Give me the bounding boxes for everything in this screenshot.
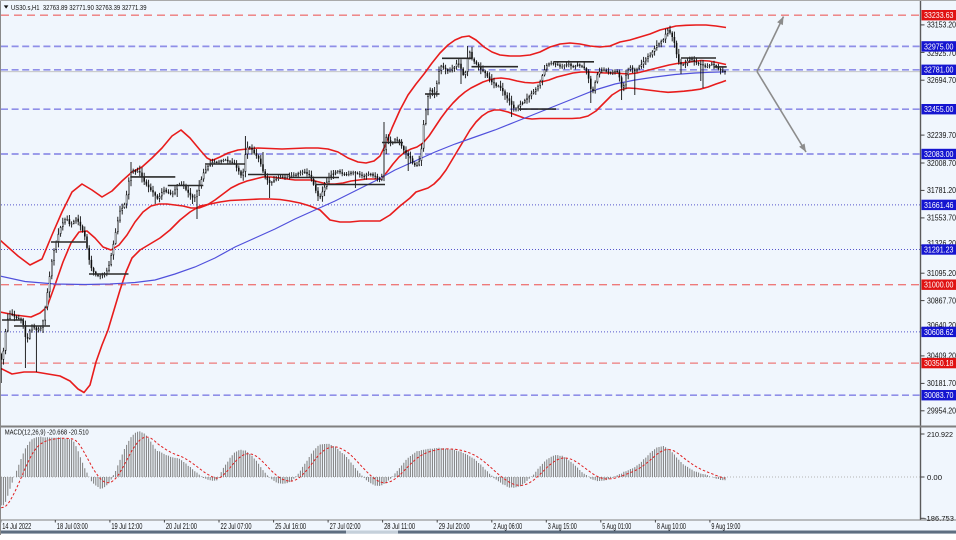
svg-text:32008.70: 32008.70 [927, 159, 956, 168]
svg-text:18 Jul 03:00: 18 Jul 03:00 [57, 522, 88, 531]
svg-text:30181.70: 30181.70 [927, 379, 956, 388]
svg-text:29 Jul 20:00: 29 Jul 20:00 [439, 522, 470, 531]
svg-text:31095.20: 31095.20 [927, 269, 956, 278]
svg-text:14 Jul 2022: 14 Jul 2022 [2, 522, 31, 531]
svg-text:MACD(12,26,9) -20.668 -20.510: MACD(12,26,9) -20.668 -20.510 [5, 428, 89, 437]
svg-text:22 Jul 07:00: 22 Jul 07:00 [221, 522, 252, 531]
svg-text:32239.70: 32239.70 [927, 131, 956, 140]
svg-text:US30.s,H1 32763.89 32771.90 3: US30.s,H1 32763.89 32771.90 32763.39 327… [11, 3, 147, 12]
svg-text:33153.20: 33153.20 [927, 21, 956, 30]
svg-text:31000.00: 31000.00 [924, 281, 954, 290]
svg-text:5 Aug 01:00: 5 Aug 01:00 [602, 522, 631, 531]
svg-text:30867.70: 30867.70 [927, 296, 956, 305]
svg-text:32781.00: 32781.00 [924, 66, 954, 75]
svg-text:32083.00: 32083.00 [924, 150, 954, 159]
svg-text:8 Aug 10:00: 8 Aug 10:00 [657, 522, 686, 531]
svg-text:31661.46: 31661.46 [924, 201, 954, 210]
svg-text:31291.23: 31291.23 [924, 245, 954, 254]
svg-text:30350.18: 30350.18 [924, 359, 954, 368]
svg-text:3 Aug 15:00: 3 Aug 15:00 [548, 522, 577, 531]
svg-text:32694.70: 32694.70 [927, 76, 956, 85]
svg-text:28 Jul 11:00: 28 Jul 11:00 [384, 522, 415, 531]
svg-text:31781.20: 31781.20 [927, 186, 956, 195]
svg-text:19 Jul 12:00: 19 Jul 12:00 [111, 522, 142, 531]
svg-text:27 Jul 02:00: 27 Jul 02:00 [330, 522, 361, 531]
svg-text:25 Jul 16:00: 25 Jul 16:00 [275, 522, 306, 531]
svg-text:9 Aug 19:00: 9 Aug 19:00 [711, 522, 740, 531]
svg-text:-186.753: -186.753 [924, 514, 954, 523]
svg-text:30083.70: 30083.70 [924, 391, 954, 400]
svg-text:32455.00: 32455.00 [924, 105, 954, 114]
svg-text:29954.20: 29954.20 [927, 407, 956, 416]
svg-text:210.922: 210.922 [927, 430, 953, 439]
svg-text:33233.63: 33233.63 [924, 11, 954, 20]
svg-text:0.00: 0.00 [927, 473, 942, 482]
svg-text:20 Jul 21:00: 20 Jul 21:00 [166, 522, 197, 531]
svg-text:2 Aug 06:00: 2 Aug 06:00 [493, 522, 522, 531]
svg-text:32975.00: 32975.00 [924, 42, 954, 51]
svg-text:30608.62: 30608.62 [924, 328, 954, 337]
svg-text:31553.70: 31553.70 [927, 214, 956, 223]
